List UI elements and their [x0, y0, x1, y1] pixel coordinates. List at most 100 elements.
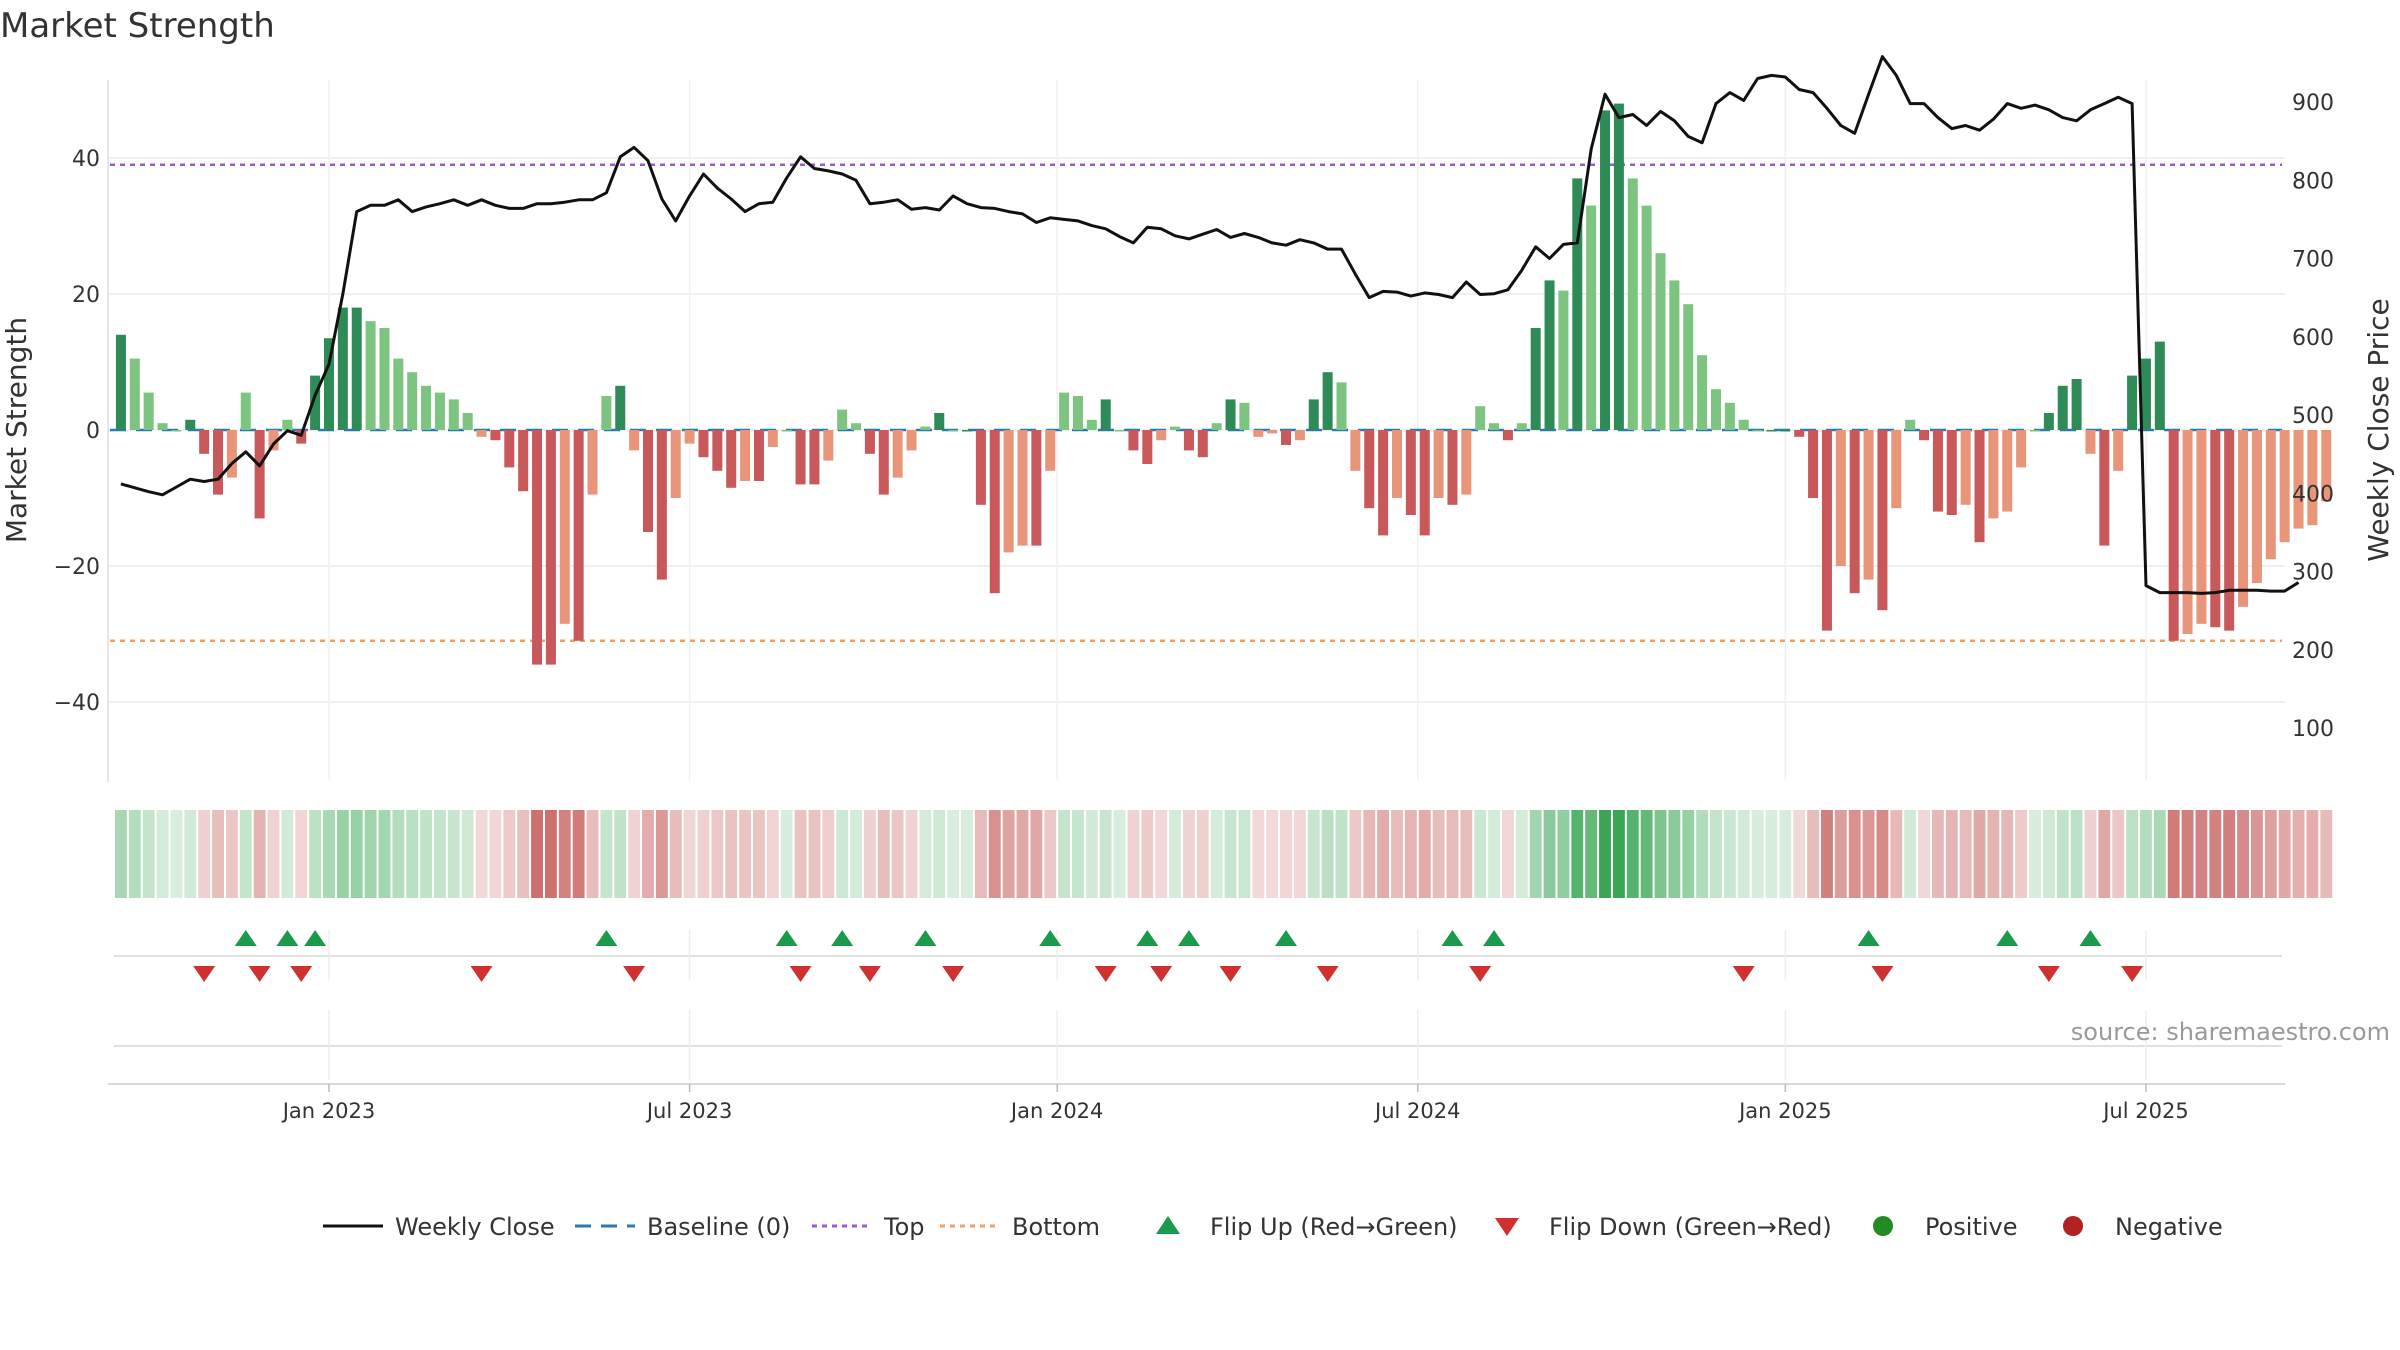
strength-bar: [476, 430, 487, 437]
strength-bar: [1877, 430, 1888, 611]
strength-bar: [670, 430, 681, 498]
strength-bar: [2029, 430, 2040, 432]
flip-down-marker: [789, 966, 812, 982]
heat-cell: [988, 810, 1001, 898]
y-tick-label: 0: [86, 419, 100, 444]
heat-cell: [253, 810, 266, 898]
strength-bar: [726, 430, 737, 488]
strength-bar: [1489, 423, 1500, 430]
strength-bar: [2113, 430, 2124, 471]
strength-bar: [1031, 430, 1042, 546]
strength-bar: [448, 399, 459, 430]
heat-cell: [1515, 810, 1528, 898]
strength-bar: [712, 430, 723, 471]
heat-cell: [725, 810, 738, 898]
heat-cell: [1113, 810, 1126, 898]
heat-cell: [212, 810, 224, 898]
strength-bar: [393, 358, 404, 430]
heat-cell: [1182, 810, 1195, 898]
strength-bar: [1697, 355, 1708, 430]
heat-cell: [1945, 810, 1958, 898]
strength-bar: [2265, 430, 2276, 560]
flip-up-marker: [1275, 930, 1298, 946]
strength-bar: [1294, 430, 1305, 441]
legend-item-close: Weekly Close: [323, 1213, 555, 1241]
heat-cell: [267, 810, 280, 898]
legend-label: Baseline (0): [647, 1213, 790, 1241]
heat-cell: [2015, 810, 2028, 898]
flip-up-marker: [914, 930, 937, 946]
strength-bar: [1766, 430, 1777, 432]
strength-bar: [1322, 372, 1333, 430]
heat-cell: [1266, 810, 1279, 898]
heat-cell: [378, 810, 391, 898]
heat-cell: [1099, 810, 1112, 898]
strength-bar: [795, 430, 806, 485]
strength-bar: [934, 413, 945, 430]
flip-down-marker: [623, 966, 646, 982]
y2-axis-title: Weekly Close Price: [2362, 298, 2395, 561]
y-axis-title: Market Strength: [0, 317, 33, 543]
strength-bar: [1059, 392, 1070, 430]
legend-item-negative: Negative: [2063, 1213, 2223, 1241]
strength-bar: [129, 358, 140, 430]
heat-cell: [863, 810, 876, 898]
strength-bar: [1183, 430, 1194, 451]
strength-bar: [1613, 103, 1624, 430]
y-tick-label: −20: [54, 555, 100, 580]
heat-cell: [2195, 810, 2208, 898]
strength-bar: [365, 321, 376, 430]
strength-bar: [1558, 290, 1569, 430]
heat-cell: [2237, 810, 2249, 898]
strength-bar: [2002, 430, 2013, 512]
heat-cell: [836, 810, 849, 898]
heat-cell: [947, 810, 960, 898]
flip-up-marker: [1039, 930, 1062, 946]
strength-bar: [906, 430, 917, 451]
flip-down-marker: [248, 966, 271, 982]
heat-cell: [683, 810, 696, 898]
heat-cell: [1363, 810, 1376, 898]
heat-cell: [2042, 810, 2055, 898]
strength-bar: [171, 430, 182, 432]
strength-bar: [1988, 430, 1999, 519]
heat-cell: [2292, 810, 2305, 898]
flip-down-marker: [290, 966, 313, 982]
heat-cell: [2056, 810, 2069, 898]
strength-bar: [1253, 430, 1264, 437]
strength-bar: [2140, 358, 2151, 430]
strength-bar: [1794, 430, 1805, 437]
strength-bar: [1003, 430, 1014, 553]
heat-cell: [156, 810, 169, 898]
strength-bar: [1974, 430, 1985, 543]
heat-cell: [1765, 810, 1778, 898]
strength-bar: [1821, 430, 1832, 631]
heat-cell: [1918, 810, 1930, 898]
heat-cell: [295, 810, 308, 898]
strength-bar: [1419, 430, 1430, 536]
heat-cell: [822, 810, 835, 898]
strength-bar: [1239, 402, 1250, 430]
heat-cell: [225, 810, 238, 898]
heat-cell: [1862, 810, 1875, 898]
flip-up-marker: [276, 930, 299, 946]
strength-bar: [213, 430, 224, 495]
strength-bar: [962, 430, 973, 432]
heat-cell: [142, 810, 155, 898]
strength-bar: [878, 430, 889, 495]
heat-cell: [877, 810, 890, 898]
flip-down-marker: [1316, 966, 1339, 982]
heat-cell: [1210, 810, 1223, 898]
heat-cell: [2153, 810, 2166, 898]
flip-down-marker: [858, 966, 881, 982]
strength-bar: [1017, 430, 1028, 546]
strength-bar: [684, 430, 695, 444]
heat-cell: [1030, 810, 1043, 898]
flip-up-marker: [1483, 930, 1506, 946]
heat-cell: [1224, 810, 1237, 898]
date-tick-label: Jan 2024: [1009, 1099, 1104, 1123]
strength-bar: [1086, 419, 1097, 430]
strength-bar: [1530, 328, 1541, 430]
heat-cell: [1585, 810, 1598, 898]
strength-bar: [1461, 430, 1472, 495]
